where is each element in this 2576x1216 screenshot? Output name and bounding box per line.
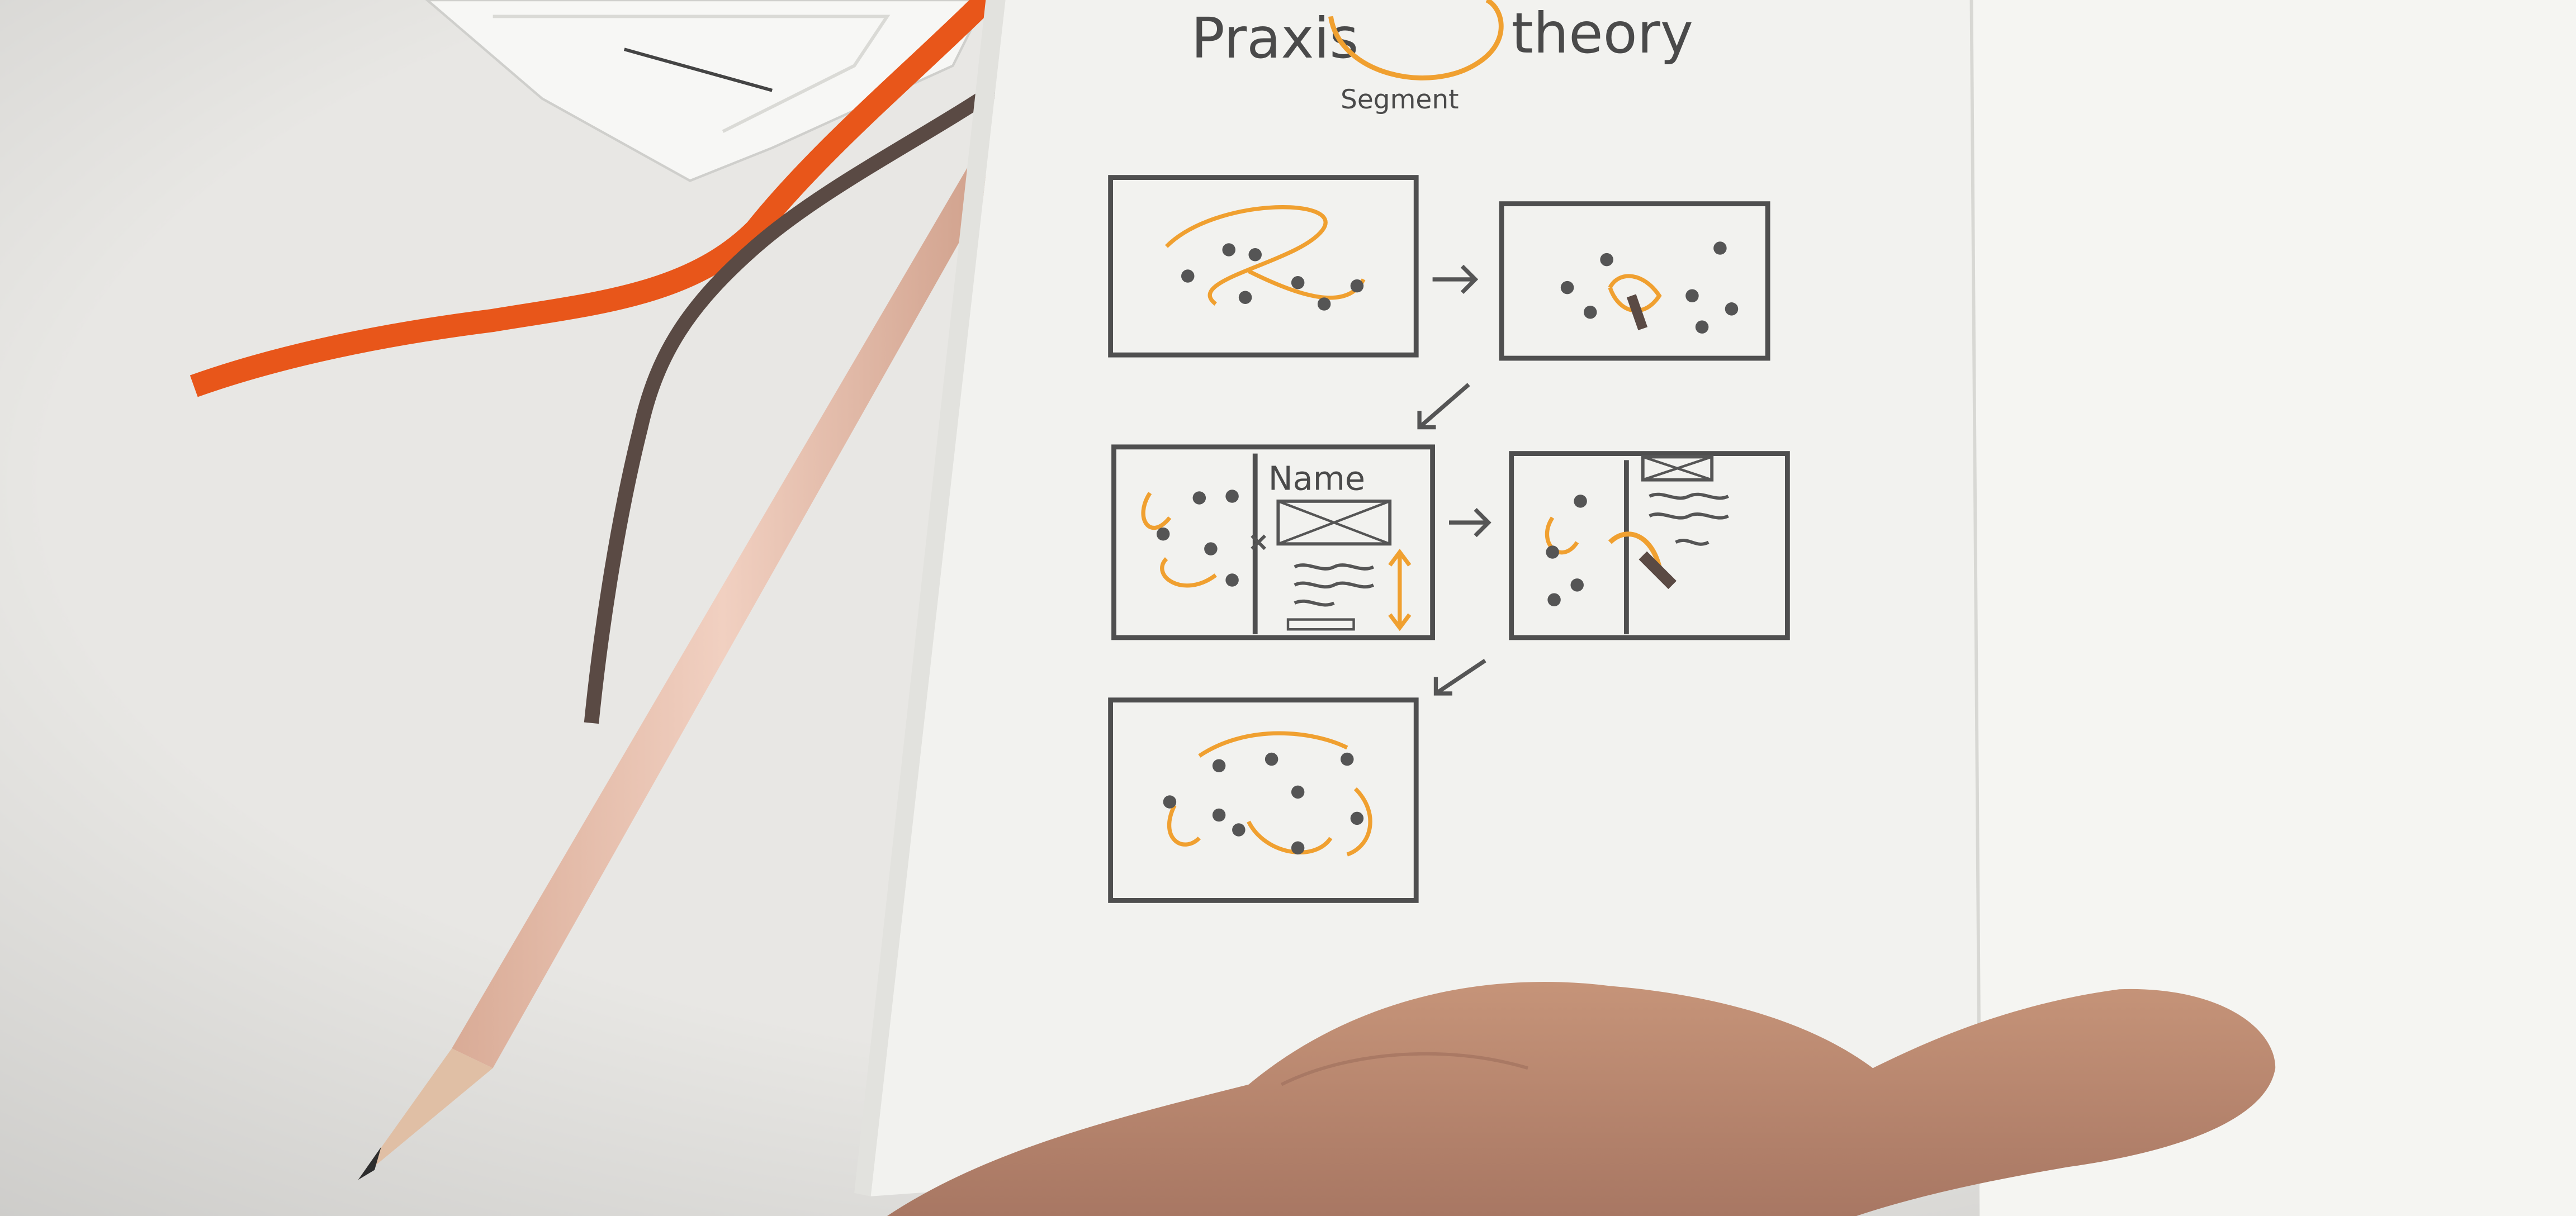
arrow-4-to-5: [1433, 659, 1486, 696]
storyboard-panel-5: [1108, 697, 1419, 903]
arrow-1-to-2: [1432, 264, 1479, 294]
title-segment: Segment: [1341, 84, 1459, 115]
orange-ribbon: [190, 0, 994, 397]
hand: [887, 981, 2276, 1216]
arrow-2-to-3: [1417, 383, 1470, 430]
pencil: [358, 164, 994, 1180]
dark-ribbon: [584, 84, 998, 724]
plastic-bag: [425, 0, 987, 182]
title-theory: theory: [1512, 1, 1693, 66]
storyboard-panel-3: Name: [1111, 444, 1436, 640]
panel-name-label: Name: [1268, 459, 1365, 497]
notebook: [854, 0, 2576, 1216]
storyboard-panel-1: [1108, 175, 1419, 358]
header-cycle-loop: [1328, 0, 1504, 80]
arrow-3-to-4: [1449, 507, 1491, 538]
sketch-header: Praxis theory Segment: [1191, 0, 1693, 115]
title-praxis: Praxis: [1191, 6, 1359, 71]
storyboard-panel-4: [1509, 451, 1790, 640]
storyboard-panel-2: [1499, 201, 1770, 361]
